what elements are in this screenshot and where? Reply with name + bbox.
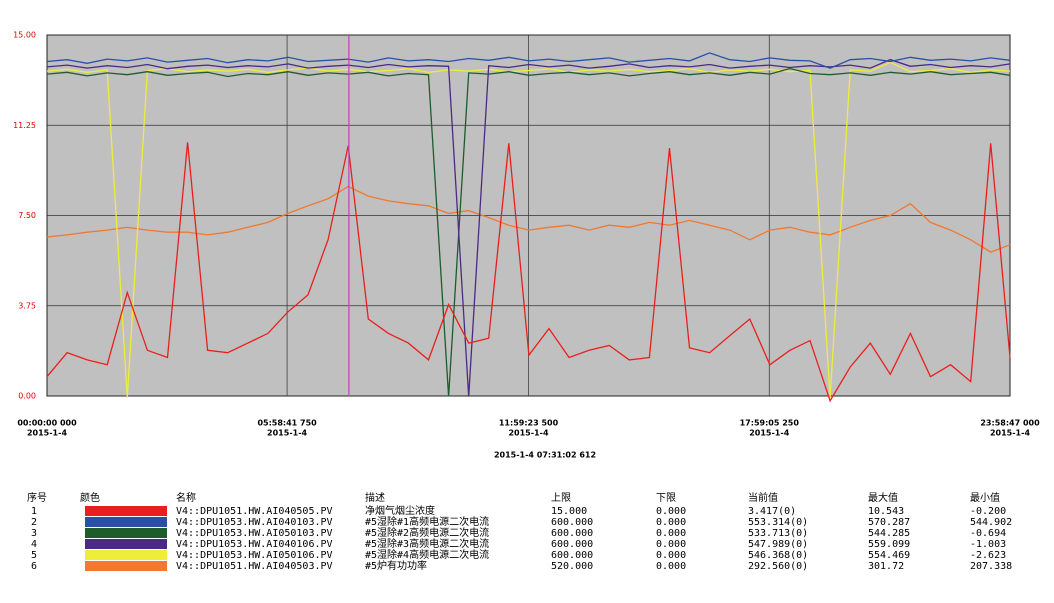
min-value: -0.694 — [970, 528, 1006, 539]
series-line — [46, 142, 1011, 403]
x-tick-date: 2015-1-4 — [267, 429, 307, 438]
max-value: 559.099 — [868, 539, 910, 550]
table-header: 最大值 — [868, 491, 898, 504]
upper-limit: 600.000 — [551, 550, 593, 561]
lower-limit: 0.000 — [656, 506, 686, 517]
x-tick-label: 17:59:05 250 — [740, 419, 800, 428]
max-value: 570.287 — [868, 517, 910, 528]
x-tick-label: 05:58:41 750 — [257, 419, 317, 428]
series-name: V4::DPU1053.HW.AI050103.PV — [176, 528, 333, 539]
row-index: 4 — [31, 539, 37, 550]
series-name: V4::DPU1053.HW.AI040103.PV — [176, 517, 333, 528]
lower-limit: 0.000 — [656, 517, 686, 528]
row-index: 1 — [31, 506, 37, 517]
table-header: 名称 — [176, 491, 196, 504]
max-value: 10.543 — [868, 506, 904, 517]
series-description: #5炉有功功率 — [365, 559, 427, 572]
current-value: 547.989(0) — [748, 539, 808, 550]
upper-limit: 520.000 — [551, 561, 593, 572]
min-value: -2.623 — [970, 550, 1006, 561]
table-header: 当前值 — [748, 491, 778, 504]
x-tick-date: 2015-1-4 — [749, 429, 789, 438]
table-header: 序号 — [27, 491, 47, 504]
current-value: 553.314(0) — [748, 517, 808, 528]
series-description: #5湿除#1高频电源二次电流 — [365, 515, 489, 528]
table-header: 下限 — [656, 492, 676, 504]
lower-limit: 0.000 — [656, 550, 686, 561]
min-value: -1.003 — [970, 539, 1006, 550]
max-value: 554.469 — [868, 550, 910, 561]
upper-limit: 600.000 — [551, 528, 593, 539]
series-line — [46, 58, 1011, 397]
row-index: 3 — [31, 528, 37, 539]
min-value: 207.338 — [970, 561, 1012, 572]
color-swatch — [85, 561, 167, 571]
table-header: 最小值 — [970, 491, 1000, 504]
lower-limit: 0.000 — [656, 539, 686, 550]
y-tick-label: 0.00 — [18, 392, 36, 401]
max-value: 301.72 — [868, 561, 904, 572]
min-value: -0.200 — [970, 506, 1006, 517]
series-name: V4::DPU1051.HW.AI040503.PV — [176, 561, 333, 572]
series-name: V4::DPU1053.HW.AI040106.PV — [176, 539, 333, 550]
series-line — [46, 67, 1011, 397]
current-value: 546.368(0) — [748, 550, 808, 561]
series-description: #5湿除#4高频电源二次电流 — [365, 548, 489, 561]
y-tick-label: 7.50 — [18, 211, 36, 220]
x-tick-label: 11:59:23 500 — [499, 419, 559, 428]
table-header: 颜色 — [80, 491, 100, 504]
color-swatch — [85, 528, 167, 538]
x-tick-date: 2015-1-4 — [990, 429, 1030, 438]
series-line — [46, 52, 1011, 69]
x-tick-date: 2015-1-4 — [27, 429, 67, 438]
cursor-label: 2015-1-4 07:31:02 612 — [494, 451, 596, 460]
current-value: 3.417(0) — [748, 506, 796, 517]
y-tick-label: 15.00 — [13, 31, 36, 40]
series-description: #5湿除#3高频电源二次电流 — [365, 537, 489, 550]
color-swatch — [85, 506, 167, 516]
lower-limit: 0.000 — [656, 561, 686, 572]
series-description: #5湿除#2高频电源二次电流 — [365, 526, 489, 539]
color-swatch — [85, 539, 167, 549]
series-description: 净烟气烟尘浓度 — [365, 504, 435, 517]
row-index: 5 — [31, 550, 37, 561]
color-swatch — [85, 517, 167, 527]
series-line — [46, 61, 1011, 398]
table-header: 描述 — [365, 491, 385, 504]
min-value: 544.902 — [970, 517, 1012, 528]
color-swatch — [85, 550, 167, 560]
upper-limit: 600.000 — [551, 517, 593, 528]
row-index: 6 — [31, 561, 37, 572]
x-tick-date: 2015-1-4 — [508, 429, 548, 438]
x-tick-label: 00:00:00 000 — [17, 419, 77, 428]
x-tick-label: 23:58:47 000 — [980, 419, 1040, 428]
y-tick-label: 3.75 — [18, 301, 36, 310]
current-value: 533.713(0) — [748, 528, 808, 539]
table-header: 上限 — [551, 492, 571, 504]
series-name: V4::DPU1053.HW.AI050106.PV — [176, 550, 333, 561]
y-tick-label: 11.25 — [13, 121, 36, 130]
upper-limit: 600.000 — [551, 539, 593, 550]
upper-limit: 15.000 — [551, 506, 587, 517]
row-index: 2 — [31, 517, 37, 528]
series-name: V4::DPU1051.HW.AI040505.PV — [176, 506, 333, 517]
max-value: 544.285 — [868, 528, 910, 539]
current-value: 292.560(0) — [748, 561, 808, 572]
series-line — [46, 185, 1011, 253]
lower-limit: 0.000 — [656, 528, 686, 539]
